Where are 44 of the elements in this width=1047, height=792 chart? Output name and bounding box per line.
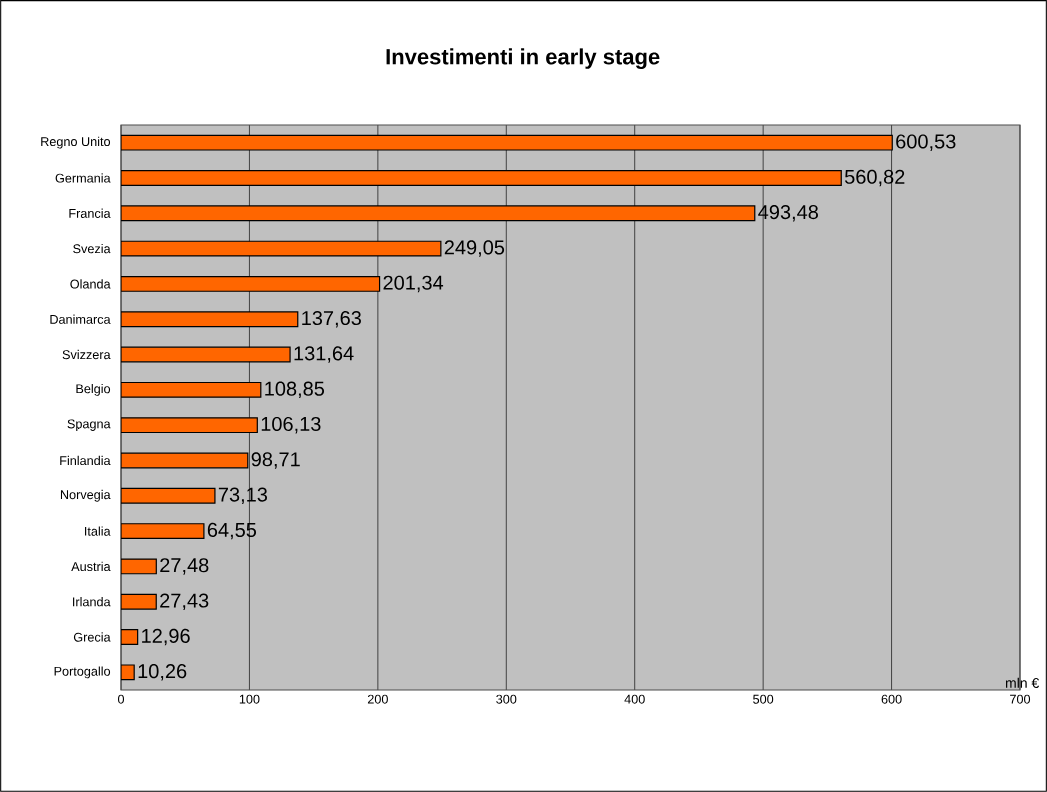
y-tick-label: Svizzera (62, 349, 111, 360)
x-tick-label: 200 (367, 694, 388, 704)
x-axis-title: mln € (1005, 677, 1040, 688)
x-tick-label: 0 (117, 694, 125, 704)
chart-title: Investimenti in early stage (386, 48, 660, 69)
data-label: 27,43 (160, 593, 209, 610)
x-tick-label: 700 (1010, 694, 1031, 704)
x-tick-label: 500 (753, 694, 774, 704)
bar (121, 381, 262, 398)
y-tick-label: Belgio (76, 383, 111, 396)
y-tick-label: Portogallo (54, 666, 111, 679)
y-tick-label: Regno Unito (41, 136, 111, 149)
data-label: 201,34 (383, 275, 444, 293)
data-label: 27,48 (160, 558, 209, 575)
bar (121, 170, 842, 186)
y-tick-label: Spagna (67, 419, 111, 431)
data-label: 600,53 (896, 134, 956, 151)
y-tick-label: Finlandia (60, 455, 111, 466)
data-label: 108,85 (265, 381, 325, 399)
y-tick-label: Irlanda (73, 597, 111, 607)
y-tick-label: Francia (69, 208, 111, 218)
data-label: 137,63 (302, 310, 361, 328)
x-tick-label: 300 (496, 694, 517, 704)
data-label: 493,48 (758, 205, 818, 222)
y-tick-label: Grecia (73, 632, 111, 642)
y-tick-label: Danimarca (50, 314, 111, 324)
y-tick-label: Svezia (73, 243, 111, 254)
data-label: 249,05 (444, 240, 505, 257)
data-label: 131,64 (294, 346, 354, 363)
y-tick-label: Norvegia (60, 489, 111, 502)
y-tick-label: Italia (85, 526, 111, 536)
data-label: 10,26 (138, 664, 187, 681)
y-tick-label: Austria (71, 561, 111, 572)
x-tick-label: 400 (624, 694, 645, 704)
y-tick-label: Germania (55, 173, 111, 183)
bar (121, 523, 205, 540)
data-label: 12,96 (142, 628, 190, 646)
data-label: 98,71 (251, 452, 300, 469)
data-label: 106,13 (261, 416, 321, 434)
x-tick-label: 600 (881, 694, 902, 704)
bar (121, 417, 258, 434)
x-tick-label: 100 (239, 694, 260, 704)
y-tick-label: Olanda (70, 279, 111, 289)
bar (121, 275, 381, 292)
